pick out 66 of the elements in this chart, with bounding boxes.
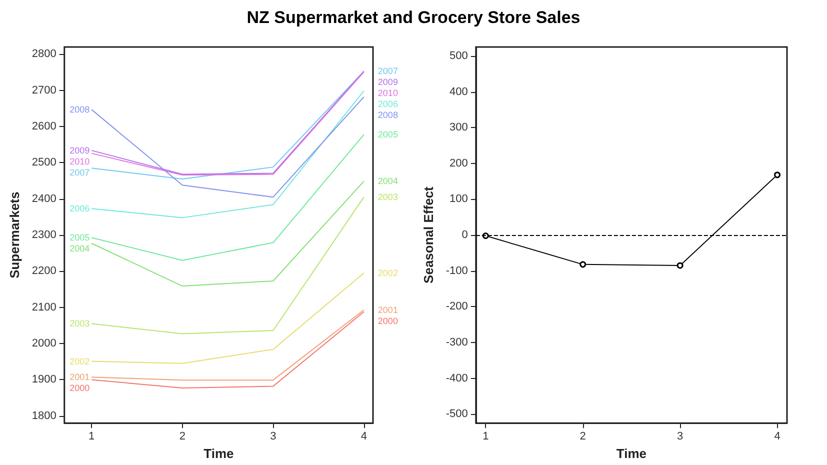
x-tick-label: 1 bbox=[88, 430, 95, 443]
x-tick-label: 2 bbox=[179, 430, 186, 443]
line-series bbox=[91, 272, 364, 364]
x-tick-label: 3 bbox=[270, 430, 276, 443]
y-axis-title: Supermarkets bbox=[7, 192, 22, 278]
series-label: 2004 bbox=[70, 244, 90, 254]
x-axis-title: Time bbox=[204, 446, 234, 461]
y-tick-label: 1800 bbox=[32, 410, 56, 422]
line-series bbox=[91, 180, 364, 287]
text: 2000 bbox=[378, 316, 398, 326]
series-label: 2009 bbox=[70, 145, 90, 156]
text: 2009 bbox=[378, 77, 398, 88]
x-tick-label: 2 bbox=[580, 430, 586, 443]
text: NZ Supermarket and Grocery Store Sales bbox=[246, 8, 582, 28]
y-tick-label: 2800 bbox=[32, 48, 56, 60]
text: 2005 bbox=[378, 130, 398, 140]
y-tick-label: 100 bbox=[450, 193, 468, 206]
x-tick-label: 3 bbox=[677, 430, 684, 443]
y-tick-label: -400 bbox=[446, 372, 468, 384]
series-label: 2006 bbox=[70, 204, 90, 214]
x-axis-title: Time bbox=[616, 446, 647, 461]
series-label: 2002 bbox=[70, 356, 90, 366]
y-tick-label: 2700 bbox=[32, 84, 56, 96]
y-tick-label: 2000 bbox=[32, 338, 56, 350]
series-label: 2005 bbox=[70, 232, 90, 243]
y-tick-label: 300 bbox=[450, 122, 468, 134]
text: 2002 bbox=[378, 268, 398, 278]
line-series bbox=[91, 96, 364, 198]
text: 2006 bbox=[378, 99, 398, 110]
text: 2008 bbox=[378, 110, 398, 120]
series-label: 2007 bbox=[70, 167, 90, 178]
point bbox=[580, 261, 586, 268]
text: 2007 bbox=[378, 66, 398, 76]
y-tick-label: 2200 bbox=[32, 265, 56, 278]
y-tick-label: -500 bbox=[446, 408, 468, 420]
y-tick-label: 2500 bbox=[32, 156, 56, 169]
y-tick-label: -100 bbox=[446, 264, 468, 277]
text: 2004 bbox=[378, 176, 398, 186]
y-tick-label: 400 bbox=[450, 86, 468, 98]
y-axis-title: Seasonal Effect bbox=[421, 186, 436, 284]
y-tick-label: 2300 bbox=[32, 229, 56, 242]
y-tick-label: 0 bbox=[462, 229, 468, 242]
x-tick-label: 4 bbox=[774, 430, 780, 443]
y-tick-label: 200 bbox=[450, 157, 468, 170]
x-tick-label: 1 bbox=[482, 430, 489, 443]
series-label: 2003 bbox=[70, 318, 90, 329]
series-label: 2010 bbox=[70, 156, 90, 166]
y-tick-label: 2400 bbox=[32, 192, 56, 205]
y-tick-label: 2100 bbox=[32, 301, 56, 314]
series-label: 2008 bbox=[70, 104, 90, 115]
text: 2010 bbox=[378, 88, 398, 98]
text: 2003 bbox=[378, 192, 398, 202]
series-label: 2000 bbox=[70, 383, 90, 394]
line-series bbox=[91, 90, 364, 218]
line-series bbox=[91, 134, 364, 261]
y-tick-label: 2600 bbox=[32, 120, 56, 133]
y-tick-label: -200 bbox=[446, 300, 468, 313]
x-tick-label: 4 bbox=[360, 430, 367, 443]
point bbox=[774, 172, 781, 178]
y-tick-label: -300 bbox=[446, 336, 468, 349]
y-tick-label: 1900 bbox=[32, 374, 56, 386]
text: 2001 bbox=[378, 304, 398, 315]
line-series bbox=[91, 196, 364, 334]
point bbox=[676, 262, 684, 269]
y-tick-label: 500 bbox=[450, 50, 468, 62]
series-label: 2001 bbox=[70, 372, 90, 382]
